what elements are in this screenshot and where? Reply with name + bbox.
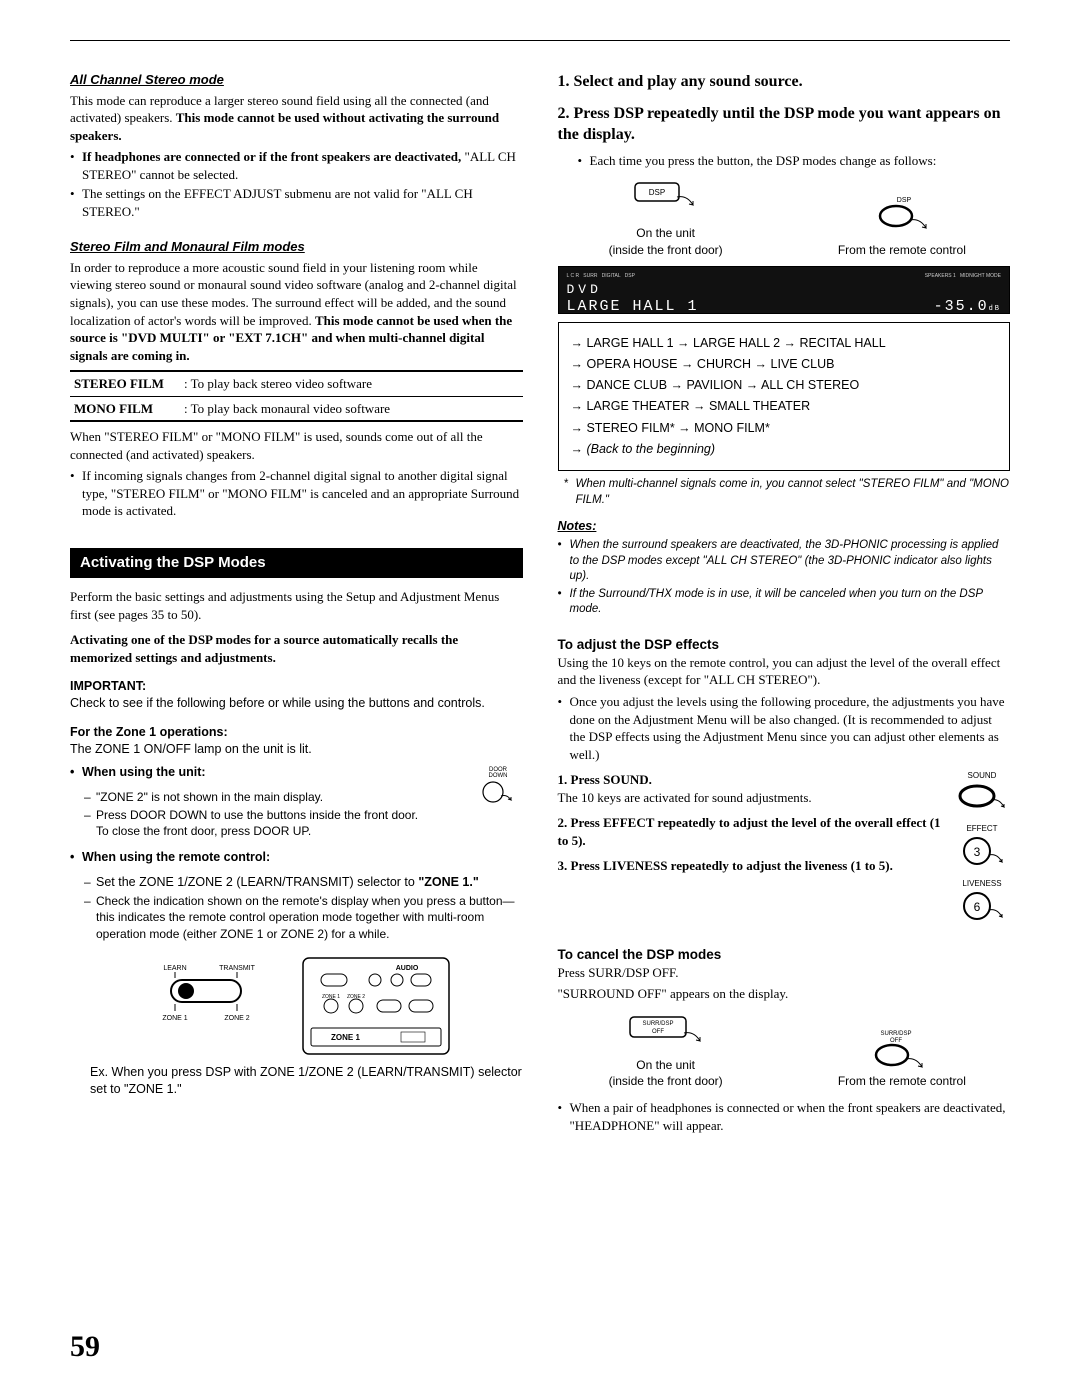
- bullet-item: When a pair of headphones is connected o…: [558, 1099, 1011, 1134]
- svg-text:TRANSMIT: TRANSMIT: [219, 965, 256, 972]
- bullet-item: Each time you press the button, the DSP …: [578, 152, 1011, 170]
- activating-dsp-heading: Activating the DSP Modes: [70, 548, 523, 578]
- remote-diagrams: LEARN TRANSMIT ZONE 1 ZONE 2 AUDIO ZONE …: [70, 956, 523, 1056]
- film-mode-table: STEREO FILM : To play back stereo video …: [70, 370, 523, 422]
- svg-text:3: 3: [974, 845, 981, 859]
- zone1-heading: For the Zone 1 operations:: [70, 724, 523, 741]
- step-2: 2. Press DSP repeatedly until the DSP mo…: [558, 103, 1011, 146]
- important-text: Check to see if the following before or …: [70, 695, 523, 712]
- step-item: 1. Press SOUND. The 10 keys are activate…: [558, 771, 1011, 806]
- remote-display-icon: AUDIO ZONE 1 ZONE 2 ZONE 1: [301, 956, 451, 1056]
- bullet-item: If incoming signals changes from 2-chann…: [70, 467, 523, 520]
- unit-display: L C R SURR DIGITAL DSP SPEAKERS 1 MIDNIG…: [558, 266, 1011, 314]
- dsp-button-row: DSP On the unit (inside the front door) …: [558, 177, 1011, 257]
- using-remote-heading: When using the remote control:: [70, 849, 523, 866]
- using-unit-heading: When using the unit:: [70, 764, 523, 781]
- remote-buttons-column: SOUND EFFECT 3 LIVENESS 6: [954, 771, 1010, 927]
- svg-text:DSP: DSP: [648, 188, 664, 197]
- svg-text:6: 6: [974, 900, 981, 914]
- table-cell: MONO FILM: [70, 396, 180, 421]
- dash-item: Set the ZONE 1/ZONE 2 (LEARN/TRANSMIT) s…: [84, 874, 523, 891]
- page-number: 59: [70, 1327, 100, 1368]
- notes-heading: Notes:: [558, 518, 1011, 535]
- paragraph: "SURROUND OFF" appears on the display.: [558, 985, 1011, 1003]
- svg-text:ZONE 1: ZONE 1: [163, 1015, 188, 1022]
- two-column-layout: All Channel Stereo mode This mode can re…: [70, 71, 1010, 1142]
- paragraph: Press SURR/DSP OFF.: [558, 964, 1011, 982]
- dsp-mode-sequence: → LARGE HALL 1 → LARGE HALL 2 → RECITAL …: [558, 322, 1011, 472]
- unit-dsp-icon: DSP On the unit (inside the front door): [558, 177, 774, 257]
- paragraph: Perform the basic settings and adjustmen…: [70, 588, 523, 623]
- surr-off-button-row: SURR/DSP OFF On the unit (inside the fro…: [558, 1011, 1011, 1089]
- bullet-item: Once you adjust the levels using the fol…: [558, 693, 1011, 763]
- example-text: Ex. When you press DSP with ZONE 1/ZONE …: [70, 1064, 523, 1098]
- dash-item: Check the indication shown on the remote…: [84, 893, 523, 942]
- note-item: If the Surround/THX mode is in use, it w…: [558, 587, 1011, 618]
- table-cell: : To play back monaural video software: [180, 396, 523, 421]
- effect-button-icon: 3: [955, 835, 1009, 871]
- bullet-item: The settings on the EFFECT ADJUST submen…: [70, 185, 523, 220]
- all-ch-stereo-heading: All Channel Stereo mode: [70, 71, 523, 89]
- liveness-button-icon: 6: [955, 890, 1009, 926]
- paragraph: Activating one of the DSP modes for a so…: [70, 631, 523, 666]
- svg-text:OFF: OFF: [890, 1038, 902, 1044]
- bullet-list: If headphones are connected or if the fr…: [70, 148, 523, 220]
- left-column: All Channel Stereo mode This mode can re…: [70, 71, 523, 1142]
- paragraph: This mode can reproduce a larger stereo …: [70, 92, 523, 145]
- svg-text:LEARN: LEARN: [164, 965, 187, 972]
- paragraph: Using the 10 keys on the remote control,…: [558, 654, 1011, 689]
- important-label: IMPORTANT:: [70, 678, 523, 695]
- adjust-steps: 1. Press SOUND. The 10 keys are activate…: [558, 771, 1011, 875]
- step-item: 3. Press LIVENESS repeatedly to adjust t…: [558, 857, 1011, 875]
- bullet-item: If headphones are connected or if the fr…: [70, 148, 523, 183]
- sound-button-icon: [955, 782, 1009, 816]
- svg-text:OFF: OFF: [652, 1029, 664, 1035]
- svg-text:SURR/DSP: SURR/DSP: [642, 1021, 673, 1027]
- paragraph: When "STEREO FILM" or "MONO FILM" is use…: [70, 428, 523, 463]
- svg-text:ZONE 1: ZONE 1: [331, 1033, 360, 1042]
- paragraph: In order to reproduce a more acoustic so…: [70, 259, 523, 364]
- step-item: 2. Press EFFECT repeatedly to adjust the…: [558, 814, 1011, 849]
- bullet-list: When using the unit:: [70, 764, 523, 781]
- bullet-list: Each time you press the button, the DSP …: [558, 152, 1011, 170]
- bullet-list: When a pair of headphones is connected o…: [558, 1099, 1011, 1134]
- cancel-dsp-heading: To cancel the DSP modes: [558, 946, 1011, 964]
- right-column: 1. Select and play any sound source. 2. …: [558, 71, 1011, 1142]
- dash-item: "ZONE 2" is not shown in the main displa…: [84, 789, 523, 805]
- bullet-list: Once you adjust the levels using the fol…: [558, 693, 1011, 763]
- table-row: STEREO FILM : To play back stereo video …: [70, 371, 523, 396]
- note-item: When the surround speakers are deactivat…: [558, 538, 1011, 585]
- top-rule: [70, 40, 1010, 41]
- zone1-text: The ZONE 1 ON/OFF lamp on the unit is li…: [70, 741, 523, 758]
- zone-selector-icon: LEARN TRANSMIT ZONE 1 ZONE 2: [141, 956, 271, 1036]
- svg-text:AUDIO: AUDIO: [396, 965, 419, 972]
- stereo-film-heading: Stereo Film and Monaural Film modes: [70, 238, 523, 256]
- dash-item: Press DOOR DOWN to use the buttons insid…: [84, 807, 523, 839]
- step-1: 1. Select and play any sound source.: [558, 71, 1011, 93]
- bullet-list: If incoming signals changes from 2-chann…: [70, 467, 523, 520]
- table-cell: STEREO FILM: [70, 371, 180, 396]
- svg-text:SURR/DSP: SURR/DSP: [880, 1031, 911, 1037]
- remote-dsp-icon: DSP From the remote control: [794, 194, 1010, 258]
- adjust-dsp-heading: To adjust the DSP effects: [558, 636, 1011, 654]
- unit-surr-off-icon: SURR/DSP OFF On the unit (inside the fro…: [558, 1011, 774, 1089]
- svg-text:DSP: DSP: [897, 197, 912, 204]
- remote-surr-off-icon: SURR/DSP OFF From the remote control: [794, 1027, 1010, 1089]
- footnote: When multi-channel signals come in, you …: [558, 477, 1011, 508]
- svg-text:ZONE 2: ZONE 2: [225, 1015, 250, 1022]
- bullet-list: When using the remote control:: [70, 849, 523, 866]
- table-row: MONO FILM : To play back monaural video …: [70, 396, 523, 421]
- table-cell: : To play back stereo video software: [180, 371, 523, 396]
